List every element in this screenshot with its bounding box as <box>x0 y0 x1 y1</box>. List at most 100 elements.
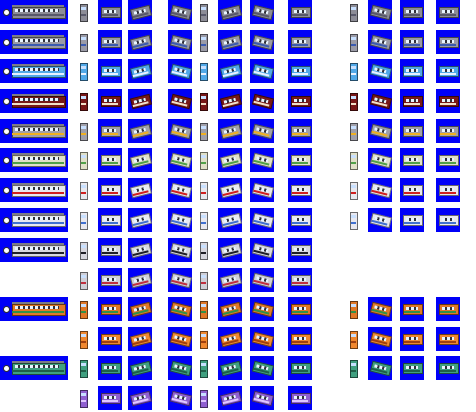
car-windows <box>104 158 116 161</box>
isometric-sprite <box>128 0 152 24</box>
front-stripe <box>201 311 206 313</box>
end-view-sprite <box>198 208 208 232</box>
isometric-sprite <box>250 386 274 410</box>
headlight-icon <box>3 68 10 75</box>
car-body <box>101 185 121 196</box>
isometric-sprite <box>250 327 274 351</box>
isometric-sprite <box>436 148 460 172</box>
end-view-sprite <box>78 0 88 24</box>
front-stripe <box>351 192 356 194</box>
front-stripe <box>201 222 206 224</box>
car-body <box>129 93 152 110</box>
front-stripe <box>81 400 86 402</box>
isometric-sprite <box>368 119 392 143</box>
isometric-sprite <box>288 0 312 24</box>
front-stripe <box>351 44 356 46</box>
front-stripe <box>201 162 206 164</box>
car-stripe <box>440 103 456 105</box>
end-view-sprite <box>198 59 208 83</box>
car-stripe <box>12 103 64 105</box>
car-body <box>219 123 242 140</box>
car-body <box>403 363 423 374</box>
isometric-sprite <box>168 89 192 113</box>
car-body <box>219 331 242 348</box>
car-windows <box>294 396 306 399</box>
headlight-icon <box>3 128 10 135</box>
isometric-sprite <box>168 327 192 351</box>
end-view-sprite <box>78 148 88 172</box>
front-stripe <box>351 370 356 372</box>
isometric-sprite <box>168 356 192 380</box>
front-window <box>201 126 206 129</box>
car-body <box>403 126 423 137</box>
front-window <box>201 334 206 337</box>
isometric-sprite <box>250 238 274 262</box>
car-windows <box>406 218 418 221</box>
car-stripe <box>404 341 420 343</box>
end-view-sprite <box>78 327 88 351</box>
car-front <box>80 301 88 319</box>
front-window <box>81 37 86 40</box>
isometric-sprite <box>400 327 424 351</box>
car-body <box>291 66 311 77</box>
side-view-sprite <box>0 119 68 143</box>
isometric-sprite <box>436 327 460 351</box>
isometric-sprite <box>128 386 152 410</box>
car-body <box>169 301 192 318</box>
front-stripe <box>81 311 86 313</box>
car-windows <box>442 188 454 191</box>
isometric-sprite <box>98 59 122 83</box>
car-front <box>350 63 358 81</box>
car-stripe <box>12 133 64 135</box>
front-window <box>201 393 206 396</box>
car-windows <box>15 247 59 250</box>
isometric-sprite <box>400 59 424 83</box>
car-stripe <box>404 222 420 224</box>
car-stripe <box>102 14 118 16</box>
car-body <box>291 275 311 286</box>
car-body <box>251 331 274 348</box>
end-view-sprite <box>348 148 358 172</box>
end-view-sprite <box>78 119 88 143</box>
front-window <box>351 185 356 188</box>
front-window <box>201 7 206 10</box>
car-stripe <box>440 73 456 75</box>
car-front <box>200 360 208 378</box>
isometric-sprite <box>288 59 312 83</box>
front-window <box>351 37 356 40</box>
front-stripe <box>81 370 86 372</box>
isometric-sprite <box>98 30 122 54</box>
isometric-sprite <box>288 178 312 202</box>
car-windows <box>15 365 59 368</box>
car-windows <box>104 69 116 72</box>
car-windows <box>442 69 454 72</box>
car-body <box>101 275 121 286</box>
car-body <box>251 182 274 199</box>
car-windows <box>406 158 418 161</box>
car-front <box>350 4 358 22</box>
car-body <box>101 126 121 137</box>
car-windows <box>104 99 116 102</box>
car-body <box>101 37 121 48</box>
car-windows <box>15 98 59 101</box>
car-windows <box>104 337 116 340</box>
front-window <box>81 275 86 278</box>
car-body <box>101 245 121 256</box>
isometric-sprite <box>128 178 152 202</box>
front-stripe <box>351 311 356 313</box>
car-front <box>350 152 358 170</box>
car-body <box>219 152 242 169</box>
car-front <box>200 4 208 22</box>
end-view-sprite <box>198 119 208 143</box>
headlight-icon <box>3 39 10 46</box>
car-front <box>200 182 208 200</box>
car-windows <box>406 40 418 43</box>
car-body <box>291 155 311 166</box>
isometric-sprite <box>436 208 460 232</box>
car-windows <box>406 188 418 191</box>
car-body <box>219 93 242 110</box>
car-body <box>129 63 152 80</box>
car-stripe <box>102 162 118 164</box>
headlight-icon <box>3 187 10 194</box>
